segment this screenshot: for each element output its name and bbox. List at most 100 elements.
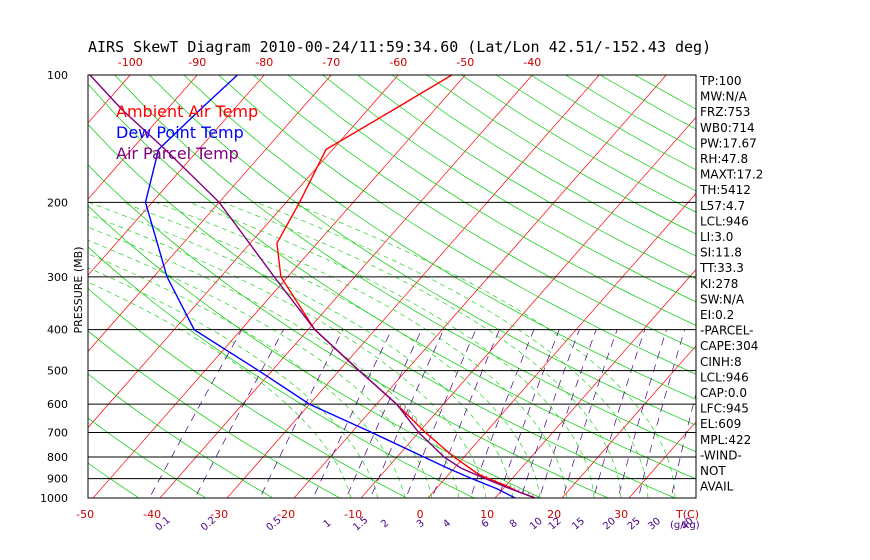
dry-adiabat-line <box>148 75 696 426</box>
chart-title: AIRS SkewT Diagram 2010-00-24/11:59:34.6… <box>88 38 711 56</box>
index-item: LI:3.0 <box>700 230 733 244</box>
index-item: RH:47.8 <box>700 152 748 166</box>
index-item: MAXT:17.2 <box>700 168 763 182</box>
dry-adiabat-line <box>88 164 609 498</box>
moist-adiabat-line <box>122 202 541 498</box>
bottom-temp-tick: 0 <box>417 508 424 521</box>
isotherm-line <box>88 75 399 429</box>
mixing-ratio-tick: 6 <box>480 518 492 531</box>
dry-adiabat-line <box>287 75 696 326</box>
top-temp-tick: -70 <box>322 56 340 69</box>
mixing-ratio-tick: 10 <box>528 516 545 533</box>
mixing-ratio-line <box>345 329 422 498</box>
plot-frame <box>87 74 697 499</box>
top-temp-tick: -40 <box>523 56 541 69</box>
dry-adiabat-line <box>88 462 140 498</box>
dry-adiabat-line <box>88 373 274 498</box>
moist-adiabat-line <box>88 281 352 498</box>
isotherm-line <box>0 75 63 507</box>
mixing-ratio-tick: 30 <box>646 516 663 533</box>
bottom-temp-tick: -10 <box>344 508 362 521</box>
index-item: SI:11.8 <box>700 246 742 260</box>
dry-adiabat-line <box>88 205 542 498</box>
pressure-tick: 800 <box>47 451 68 464</box>
dry-adiabat-line <box>88 246 475 498</box>
mixing-ratio-line <box>520 329 580 498</box>
moist-adiabat-line <box>256 202 649 498</box>
mixing-ratio-tick: 2 <box>379 518 391 531</box>
top-temp-tick: -50 <box>456 56 474 69</box>
pressure-tick: 600 <box>47 398 68 411</box>
dry-adiabat-line <box>357 75 696 280</box>
cape-area <box>396 404 544 498</box>
mixing-ratio-unit: (g/kg) <box>670 520 700 531</box>
dry-adiabat-line <box>426 75 696 235</box>
mixing-ratio-line <box>670 392 696 498</box>
index-item: PW:17.67 <box>700 136 757 150</box>
dry-adiabat-line <box>88 83 696 480</box>
mixing-ratio-tick: 3 <box>415 518 427 531</box>
mixing-ratio-tick: 1 <box>322 518 334 531</box>
mixing-ratio-line <box>498 329 560 498</box>
index-item: -PARCEL- <box>700 324 754 338</box>
isotherm-line <box>755 75 870 507</box>
dry-adiabat-line <box>0 75 17 507</box>
index-item: CAP:0.0 <box>700 386 747 400</box>
mixing-ratio-line <box>405 329 477 498</box>
isotherm-line <box>561 345 696 498</box>
index-item: WB0:714 <box>700 121 755 135</box>
mixing-ratio-tick: 25 <box>626 516 643 533</box>
index-item: LCL:946 <box>700 370 749 384</box>
dry-adiabat-line <box>88 123 676 498</box>
top-temp-tick: -60 <box>389 56 407 69</box>
parcel-line <box>89 75 536 498</box>
isotherm-line <box>628 421 696 498</box>
dewpoint-line <box>144 75 516 498</box>
mixing-ratio-line <box>259 329 344 498</box>
index-item: MPL:422 <box>700 433 751 447</box>
mixing-ratio-tick: 15 <box>570 516 587 533</box>
pressure-tick: 200 <box>47 196 68 209</box>
index-item: EI:0.2 <box>700 308 734 322</box>
dry-adiabat-line <box>88 288 408 498</box>
isotherm-line <box>88 75 198 200</box>
pressure-tick: 300 <box>47 271 68 284</box>
legend-ambient: Ambient Air Temp <box>116 102 258 121</box>
dry-adiabat-line <box>183 75 696 400</box>
dry-adiabat-line <box>391 75 696 257</box>
top-temp-tick: -90 <box>188 56 206 69</box>
index-item: TH:5412 <box>699 183 751 197</box>
top-temp-tick: -80 <box>255 56 273 69</box>
legend-parcel: Air Parcel Temp <box>116 144 239 163</box>
index-item: TT:33.3 <box>699 261 744 275</box>
dry-adiabat-line <box>114 75 696 453</box>
isotherm-line <box>88 75 265 276</box>
index-item: MW:N/A <box>700 90 748 104</box>
mixing-ratio-line <box>638 329 686 498</box>
index-item: LCL:946 <box>700 214 749 228</box>
mixing-ratio-line <box>370 329 444 498</box>
mixing-ratio-line <box>593 329 646 498</box>
isotherm-line <box>293 75 667 498</box>
isotherm-line <box>822 75 870 507</box>
legend-dewpoint: Dew Point Temp <box>116 123 244 142</box>
dry-adiabat-line <box>253 75 696 350</box>
dry-adiabat-line <box>461 75 696 213</box>
pressure-tick: 500 <box>47 365 68 378</box>
index-item: CINH:8 <box>700 355 742 369</box>
pressure-tick: 100 <box>47 69 68 82</box>
moist-adiabat-line <box>289 202 676 498</box>
isotherm-line <box>360 116 696 498</box>
isobar-layer <box>88 201 696 499</box>
bottom-temp-tick: 10 <box>480 508 494 521</box>
moist-adiabat-line <box>155 202 568 498</box>
mixing-ratio-line <box>312 329 392 498</box>
mixing-ratio-line <box>562 329 618 498</box>
mixing-ratio-line <box>149 329 243 498</box>
bottom-temp-tick: -30 <box>210 508 228 521</box>
mixing-ratio-line <box>617 329 667 498</box>
pressure-tick: 400 <box>47 324 68 337</box>
moist-adiabat-line <box>88 202 514 498</box>
mixing-ratio-tick: 8 <box>508 518 520 531</box>
